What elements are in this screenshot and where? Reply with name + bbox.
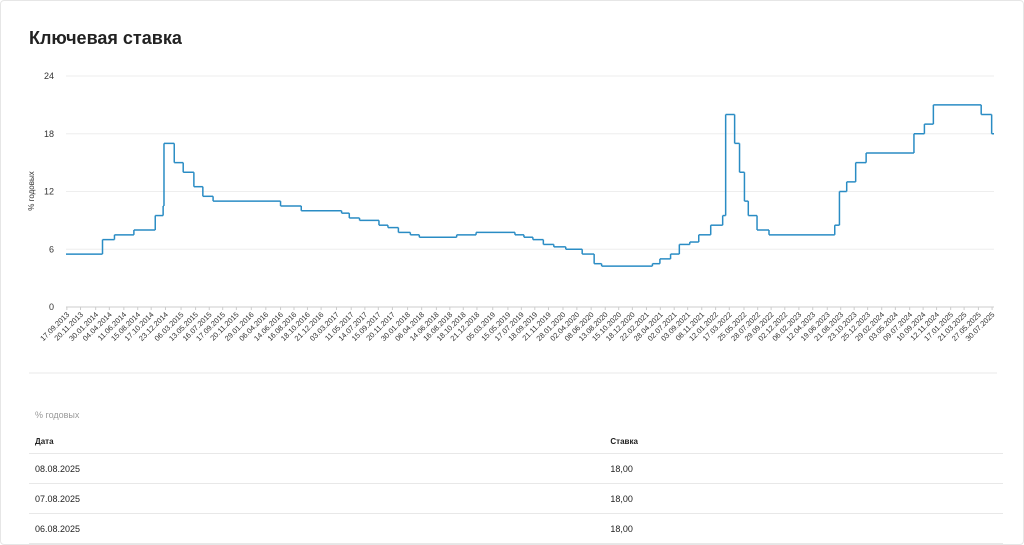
y-tick-label: 12 xyxy=(44,187,54,197)
y-axis-label: % годовых xyxy=(27,171,36,210)
page-title: Ключевая ставка xyxy=(29,28,182,48)
rate-table: Дата Ставка 08.08.2025 18,00 07.08.2025 18,00… xyxy=(29,429,1003,544)
table-cell: 18,00 xyxy=(604,513,1003,544)
table-cell: 07.08.2025 xyxy=(29,483,605,514)
table-row: 07.08.2025 18,00 xyxy=(29,483,1003,514)
table-unit: % годовых xyxy=(35,410,80,420)
y-tick-label: 24 xyxy=(44,71,54,81)
table-cell: 18,00 xyxy=(604,453,1003,484)
table-cell: 18,00 xyxy=(604,483,1003,514)
table-row: 06.08.2025 18,00 xyxy=(29,513,1003,544)
table-cell: 06.08.2025 xyxy=(29,513,605,544)
y-tick-label: 18 xyxy=(44,129,54,139)
y-tick-label: 0 xyxy=(49,302,54,312)
table-row: 08.08.2025 18,00 xyxy=(29,453,1003,484)
table-header: Дата xyxy=(35,436,54,446)
table-header: Ставка xyxy=(610,436,638,446)
table-cell: 08.08.2025 xyxy=(29,453,605,484)
y-tick-label: 6 xyxy=(49,244,54,254)
